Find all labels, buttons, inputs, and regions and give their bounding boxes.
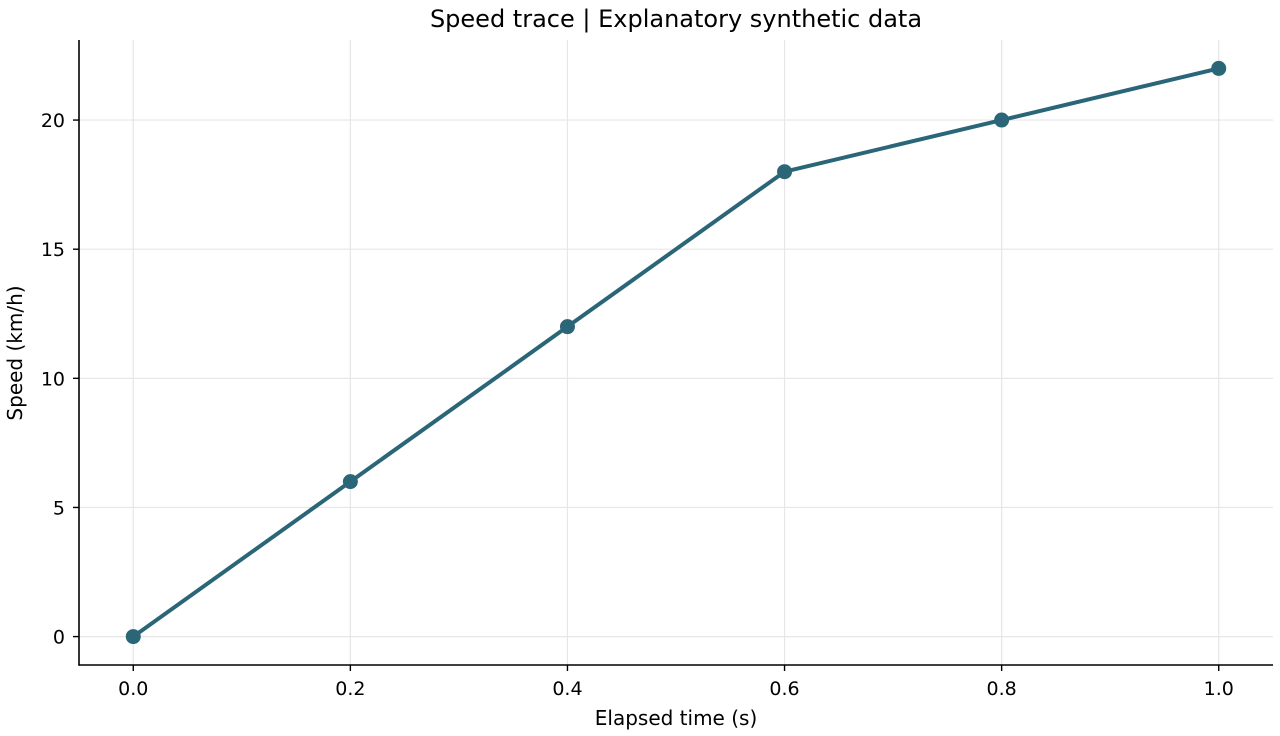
grid (79, 40, 1273, 665)
x-tick-label: 1.0 (1204, 678, 1234, 700)
y-axis-label: Speed (km/h) (3, 285, 27, 420)
y-tick-label: 5 (53, 497, 65, 519)
y-tick-label: 10 (41, 368, 65, 390)
x-tick-label: 0.2 (335, 678, 365, 700)
y-tick-label: 0 (53, 627, 65, 649)
data-point (994, 112, 1010, 128)
axes (78, 40, 1273, 666)
y-ticks: 0 5 10 15 20 (41, 110, 79, 649)
data-point (125, 629, 141, 645)
y-tick-label: 15 (41, 239, 65, 261)
series-line (131, 66, 1221, 639)
x-tick-label: 0.8 (987, 678, 1017, 700)
x-tick-label: 0.6 (769, 678, 799, 700)
x-tick-label: 0.0 (118, 678, 148, 700)
data-point (342, 474, 358, 490)
data-point (1211, 60, 1227, 76)
y-tick-label: 20 (41, 110, 65, 132)
x-axis-label: Elapsed time (s) (595, 706, 758, 730)
chart-title: Speed trace | Explanatory synthetic data (430, 5, 922, 33)
data-point (559, 319, 575, 335)
data-point (777, 164, 793, 180)
x-tick-label: 0.4 (552, 678, 582, 700)
series (125, 60, 1227, 645)
x-ticks: 0.0 0.2 0.4 0.6 0.8 1.0 (118, 665, 1234, 700)
